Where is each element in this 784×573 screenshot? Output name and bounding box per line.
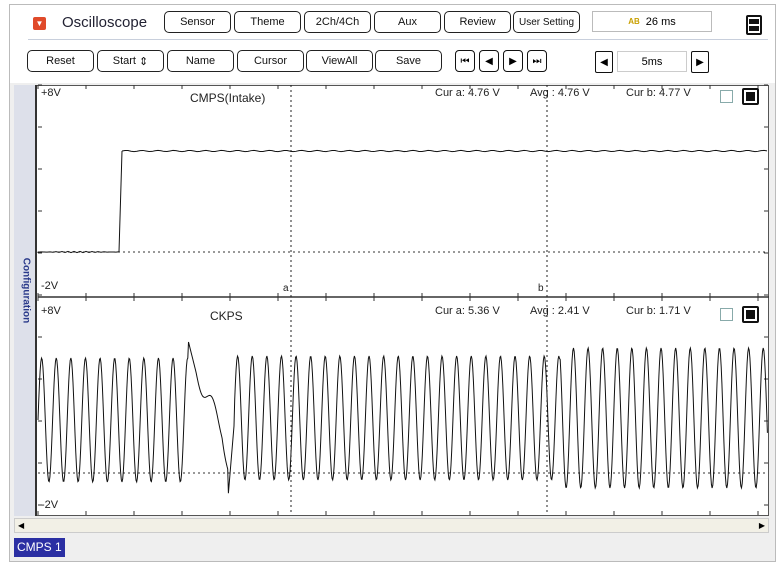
ch1-name: CMPS(Intake): [190, 91, 266, 105]
app-title: Oscilloscope: [62, 14, 148, 31]
configuration-label: Configuration: [20, 257, 32, 324]
ch1-ymax: +8V: [41, 87, 61, 99]
ch2-ymax: +8V: [41, 305, 61, 317]
ch1-cur-a: Cur a: 4.76 V: [435, 87, 500, 99]
ch2-color-toggle[interactable]: [742, 306, 759, 323]
name-button[interactable]: Name: [167, 50, 234, 72]
ch2-checkbox[interactable]: [720, 308, 733, 321]
configuration-tab[interactable]: Configuration: [14, 85, 37, 516]
ab-icon: AB: [628, 17, 640, 26]
aux-button[interactable]: Aux: [374, 11, 441, 33]
ch2-name: CKPS: [210, 309, 243, 323]
spinner-icon: ⇕: [139, 55, 149, 68]
timebase-decrease-icon[interactable]: ◀: [595, 51, 613, 73]
ch2-avg: Avg : 2.41 V: [530, 305, 590, 317]
next-icon[interactable]: ▶: [503, 50, 523, 72]
menu-icon[interactable]: [746, 15, 762, 35]
scroll-left-icon[interactable]: ◀: [18, 521, 25, 530]
ch1-color-toggle[interactable]: [742, 88, 759, 105]
ch1-avg: Avg : 4.76 V: [530, 87, 590, 99]
cursor-b-label[interactable]: b: [538, 283, 544, 294]
save-button[interactable]: Save: [375, 50, 442, 72]
channel-mode-button[interactable]: 2Ch/4Ch: [304, 11, 371, 33]
scope-area: [14, 85, 769, 516]
horizontal-scrollbar[interactable]: ◀ ▶: [14, 518, 769, 533]
review-button[interactable]: Review: [444, 11, 511, 33]
status-label: CMPS 1: [14, 538, 65, 557]
ch1-checkbox[interactable]: [720, 90, 733, 103]
ch1-ymin: -2V: [41, 280, 59, 292]
ch1-waveform: [37, 149, 768, 254]
reset-button[interactable]: Reset: [27, 50, 94, 72]
divider: [28, 39, 768, 40]
cursor-a-label[interactable]: a: [283, 283, 289, 294]
sensor-button[interactable]: Sensor: [164, 11, 231, 33]
ch2-cur-a: Cur a: 5.36 V: [435, 305, 500, 317]
time-display: AB 26 ms: [592, 11, 712, 32]
last-icon[interactable]: ⏭: [527, 50, 547, 72]
time-value: 26 ms: [645, 15, 676, 28]
start-label: Start: [112, 55, 136, 67]
theme-button[interactable]: Theme: [234, 11, 301, 33]
prev-icon[interactable]: ◀: [479, 50, 499, 72]
ch2-cur-b: Cur b: 1.71 V: [626, 305, 691, 317]
ch2-ymin: -2V: [41, 499, 59, 511]
ch1-cur-b: Cur b: 4.77 V: [626, 87, 691, 99]
timebase-increase-icon[interactable]: ▶: [691, 51, 709, 73]
start-button[interactable]: Start ⇕: [97, 50, 164, 72]
user-setting-button[interactable]: User Setting: [513, 11, 580, 33]
ch2-waveform: [37, 341, 768, 494]
timebase-value: 5ms: [617, 51, 687, 72]
scroll-right-icon[interactable]: ▶: [758, 521, 765, 530]
first-icon[interactable]: ⏮: [455, 50, 475, 72]
app-menu-icon[interactable]: ▼: [33, 17, 46, 30]
cursor-button[interactable]: Cursor: [237, 50, 304, 72]
viewall-button[interactable]: ViewAll: [306, 50, 373, 72]
